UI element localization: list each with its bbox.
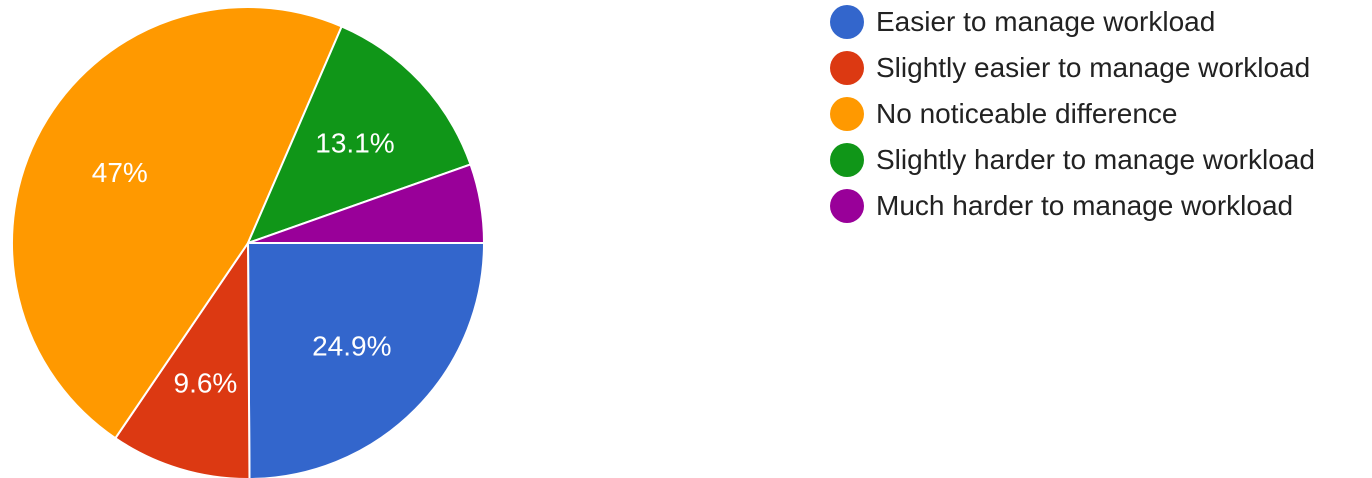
pie-slice-0[interactable] — [246, 242, 486, 478]
legend-item-0[interactable]: Easier to manage workload — [830, 4, 1315, 40]
legend-item-2[interactable]: No noticeable difference — [830, 96, 1315, 132]
legend-swatch-0 — [830, 5, 864, 39]
legend-swatch-4 — [830, 189, 864, 223]
legend-label-2: No noticeable difference — [876, 98, 1178, 129]
pie-slice-2[interactable] — [11, 6, 344, 440]
legend: Easier to manage workload Slightly easier… — [830, 4, 1315, 234]
legend-item-4[interactable]: Much harder to manage workload — [830, 188, 1315, 224]
pie-slice-label-2: 47% — [92, 157, 148, 188]
pie-plot-area: 24.9% 9.6% 47% 13.1% — [11, 6, 486, 478]
legend-label-3: Slightly harder to manage workload — [876, 144, 1315, 175]
legend-item-1[interactable]: Slightly easier to manage workload — [830, 50, 1315, 86]
pie-slice-label-3: 13.1% — [315, 128, 394, 159]
legend-label-0: Easier to manage workload — [876, 6, 1216, 37]
legend-label-4: Much harder to manage workload — [876, 190, 1294, 221]
legend-item-3[interactable]: Slightly harder to manage workload — [830, 142, 1315, 178]
legend-swatch-1 — [830, 51, 864, 85]
pie-slice-1[interactable] — [113, 239, 251, 478]
pie-slice-4[interactable] — [247, 163, 486, 244]
pie-slice-3[interactable] — [246, 25, 472, 245]
legend-swatch-2 — [830, 97, 864, 131]
pie-slice-label-0: 24.9% — [312, 331, 391, 362]
pie-slice-label-1: 9.6% — [174, 367, 238, 398]
legend-label-1: Slightly easier to manage workload — [876, 52, 1311, 83]
legend-swatch-3 — [830, 143, 864, 177]
